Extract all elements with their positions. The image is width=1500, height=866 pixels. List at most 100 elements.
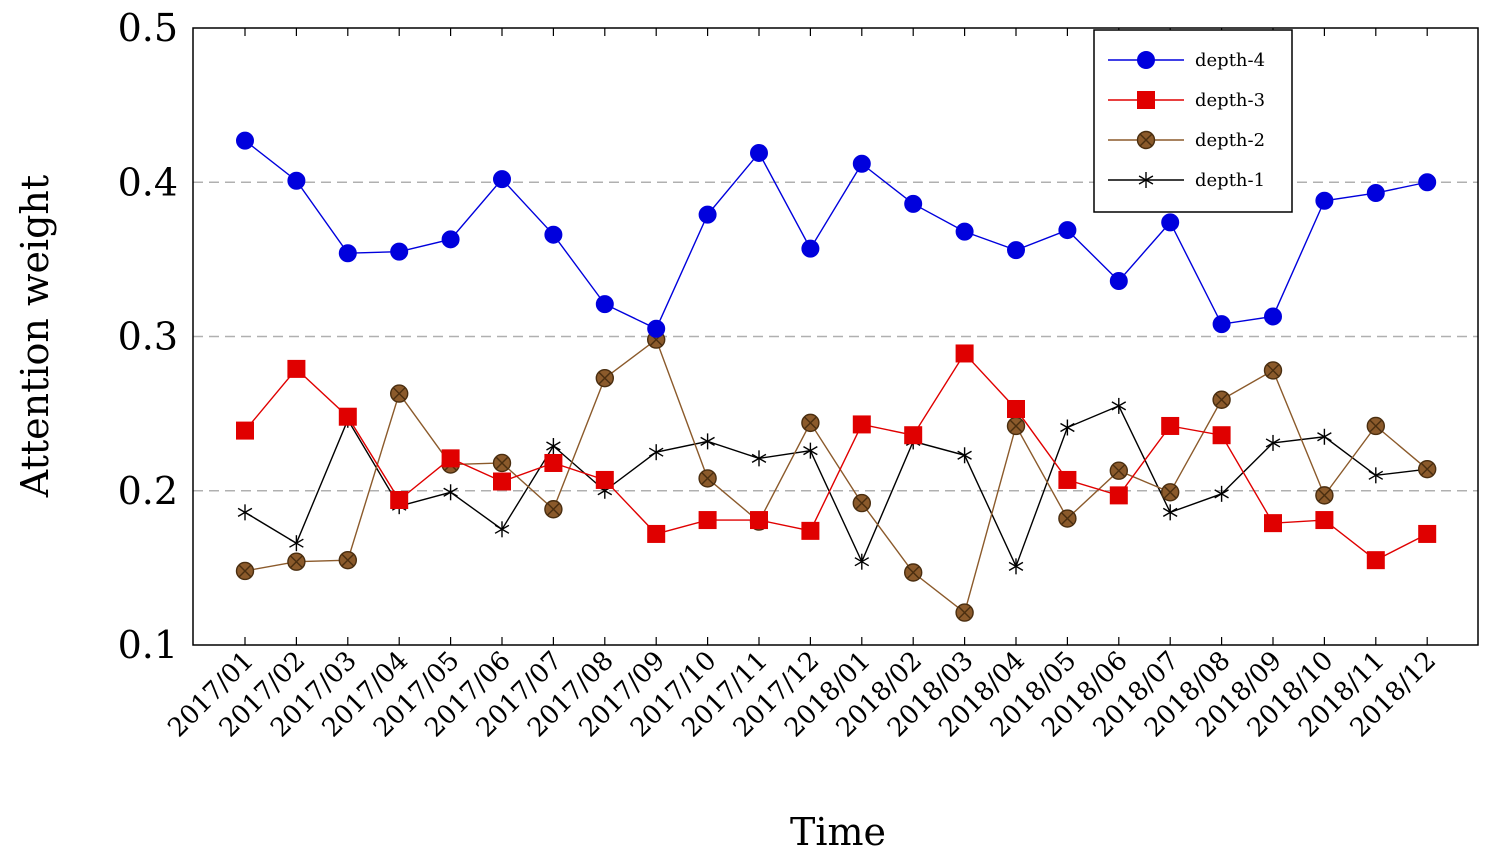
data-point: [1138, 172, 1154, 188]
legend: depth-4 depth-3 depth-2 depth-1: [1093, 29, 1293, 213]
point-marker: [1366, 184, 1385, 203]
legend-item-depth-2: depth-2: [1108, 130, 1265, 151]
data-point: [1265, 434, 1281, 451]
data-point: [1136, 130, 1156, 150]
data-point: [493, 472, 511, 491]
point-marker: [1058, 470, 1077, 489]
data-point: [1366, 184, 1385, 203]
point-marker: [955, 344, 974, 363]
data-point: [595, 368, 614, 388]
point-marker: [1212, 315, 1231, 334]
data-point: [1264, 307, 1282, 326]
point-marker: [1366, 551, 1385, 570]
data-point: [647, 524, 666, 543]
data-point: [493, 170, 511, 189]
data-point: [647, 319, 666, 338]
point-marker: [1161, 416, 1180, 435]
data-point: [1368, 467, 1384, 484]
point-marker: [493, 170, 511, 189]
point-marker: [1111, 401, 1127, 411]
point-marker: [647, 319, 666, 338]
point-marker: [1315, 191, 1334, 210]
y-tick-label: 0.4: [118, 160, 178, 204]
point-marker: [1265, 438, 1281, 448]
point-marker: [595, 295, 614, 314]
data-point: [1418, 173, 1437, 192]
data-point: [801, 413, 820, 433]
point-marker-cross: [598, 371, 612, 385]
point-marker-cross: [1139, 133, 1153, 147]
data-point: [803, 442, 818, 459]
data-point: [544, 225, 563, 244]
data-point: [1212, 426, 1231, 445]
point-marker-cross: [701, 471, 715, 485]
data-point: [595, 295, 614, 314]
legend-label: depth-2: [1195, 130, 1265, 151]
point-marker: [1109, 486, 1128, 505]
point-marker-cross: [1060, 512, 1074, 526]
point-marker-cross: [1420, 462, 1434, 476]
point-marker: [647, 524, 666, 543]
data-point: [801, 239, 820, 258]
data-point: [852, 154, 871, 173]
gridlines: [193, 181, 1478, 492]
data-point: [1315, 486, 1334, 505]
point-marker: [904, 194, 923, 213]
point-marker: [1162, 507, 1178, 517]
data-point: [235, 561, 255, 581]
data-point: [904, 426, 923, 445]
data-point: [1418, 524, 1437, 543]
data-point: [1058, 509, 1077, 528]
point-marker: [1264, 307, 1282, 326]
series-line-depth-1: [244, 405, 1428, 569]
series-depth-1: [237, 397, 1435, 575]
point-marker: [1007, 399, 1025, 418]
data-point: [1109, 461, 1129, 480]
data-point: [237, 504, 253, 521]
data-point: [698, 511, 717, 530]
point-marker-cross: [958, 606, 972, 620]
data-point: [955, 344, 974, 363]
point-marker: [390, 242, 409, 261]
y-tick-label: 0.5: [118, 6, 178, 50]
point-marker: [441, 230, 460, 249]
point-marker: [546, 441, 561, 451]
point-marker: [957, 450, 972, 460]
point-marker: [595, 470, 614, 489]
point-marker: [801, 239, 820, 258]
data-point: [750, 143, 768, 162]
data-point: [1162, 504, 1178, 521]
point-marker-cross: [341, 553, 355, 567]
data-point: [955, 222, 974, 241]
data-point: [1315, 191, 1334, 210]
point-marker-cross: [1112, 464, 1126, 478]
y-tick-label: 0.2: [118, 469, 178, 513]
data-point: [957, 447, 972, 464]
data-point: [1109, 271, 1128, 290]
data-point: [441, 449, 460, 468]
point-marker: [852, 415, 871, 434]
data-point: [1111, 397, 1127, 414]
point-marker: [1058, 221, 1077, 240]
data-point: [1317, 428, 1332, 445]
data-point: [1214, 485, 1229, 502]
point-marker-cross: [1369, 419, 1383, 433]
data-point: [852, 415, 871, 434]
point-marker: [287, 359, 306, 378]
data-point: [441, 230, 460, 249]
data-point: [1263, 361, 1283, 380]
data-point: [1366, 416, 1386, 436]
data-point: [1008, 558, 1024, 575]
data-point: [854, 553, 870, 570]
point-marker: [338, 407, 357, 426]
point-marker: [1315, 511, 1334, 530]
data-point: [1417, 459, 1437, 479]
data-point: [852, 493, 871, 513]
point-marker: [750, 511, 768, 530]
data-point: [1006, 416, 1026, 436]
data-point: [1212, 315, 1231, 334]
point-marker: [698, 511, 717, 530]
point-marker: [1109, 271, 1128, 290]
data-point: [1160, 483, 1180, 502]
